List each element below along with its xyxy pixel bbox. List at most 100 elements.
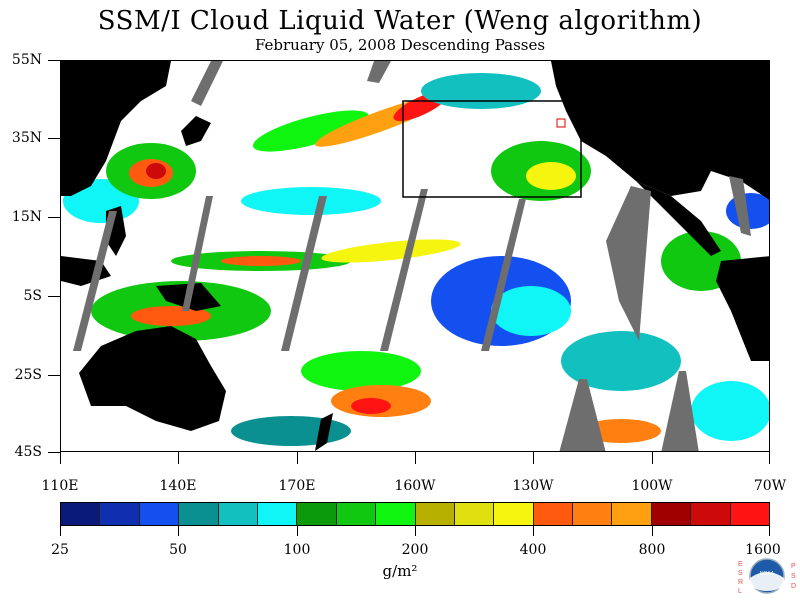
- cloud-patch: [561, 331, 681, 391]
- logo-letter: S: [738, 570, 743, 577]
- australia-landmass: [79, 326, 226, 431]
- cloud-patch: [421, 73, 541, 109]
- cloud-patch: [301, 351, 421, 391]
- south-america-landmass: [716, 256, 769, 361]
- lat-tick: [48, 138, 60, 139]
- region-box: [402, 100, 582, 198]
- lon-label: 160W: [394, 478, 436, 494]
- colorbar-swatch: [454, 503, 495, 525]
- colorbar-tick: [60, 526, 61, 536]
- colorbar-label: 400: [519, 542, 547, 558]
- cloud-patch: [321, 239, 461, 263]
- colorbar-tick: [533, 526, 534, 536]
- cloud-patch: [252, 110, 370, 152]
- map-panel: [60, 60, 770, 452]
- colorbar-swatch: [376, 503, 416, 525]
- colorbar-swatch: [533, 503, 574, 525]
- lon-tick: [415, 452, 416, 464]
- colorbar-swatch: [573, 503, 613, 525]
- lat-tick: [48, 60, 60, 61]
- lat-label: 45S: [14, 444, 42, 460]
- lat-label: 5S: [23, 288, 43, 304]
- cloud-patch: [351, 398, 391, 414]
- lon-tick: [297, 452, 298, 464]
- swath-gap: [191, 61, 223, 106]
- logo-letter: D: [791, 583, 796, 590]
- lat-tick: [48, 452, 60, 453]
- swath-gap: [73, 211, 117, 351]
- swath-gap: [729, 176, 751, 236]
- noaa-logo: E S R L NOAA P S D: [736, 556, 798, 598]
- lon-label: 130W: [512, 478, 554, 494]
- cloud-patch: [131, 306, 211, 326]
- colorbar-label: 800: [638, 542, 666, 558]
- swath-gap: [367, 61, 391, 83]
- land: [61, 61, 769, 451]
- colorbar-swatch: [257, 503, 298, 525]
- noaa-emblem-wave: [750, 572, 784, 591]
- lon-label: 70W: [753, 478, 787, 494]
- logo-letter: L: [738, 588, 742, 595]
- colorbar-label: 50: [169, 542, 187, 558]
- colorbar: [60, 502, 770, 526]
- colorbar-label: 100: [283, 542, 311, 558]
- colorbar-swatch: [612, 503, 652, 525]
- lat-label: 55N: [11, 52, 42, 68]
- lon-tick: [533, 452, 534, 464]
- esrl-letters: E S R L: [738, 561, 743, 595]
- region-marker: [556, 118, 566, 128]
- colorbar-tick: [415, 526, 416, 536]
- swath-gap: [380, 189, 428, 351]
- colorbar-tick: [769, 526, 770, 536]
- cloud-patch: [231, 416, 351, 446]
- cloud-patch: [691, 381, 769, 441]
- colorbar-swatch: [179, 503, 219, 525]
- swath-gap: [661, 371, 699, 451]
- lon-tick: [60, 452, 61, 464]
- colorbar-swatch: [218, 503, 258, 525]
- cloud-patch: [491, 286, 571, 336]
- lat-label: 25S: [14, 367, 42, 383]
- cloud-patch: [146, 163, 166, 179]
- colorbar-tick: [297, 526, 298, 536]
- psd-letters: P S D: [791, 563, 796, 590]
- colorbar-swatch: [297, 503, 337, 525]
- north-america-landmass: [551, 61, 769, 200]
- asia-landmass: [61, 61, 171, 196]
- colorbar-swatch: [61, 503, 101, 525]
- colorbar-label: 200: [401, 542, 429, 558]
- lon-label: 110E: [41, 478, 79, 494]
- colorbar-swatch: [100, 503, 140, 525]
- colorbar-swatch: [494, 503, 534, 525]
- units-label: g/m²: [382, 562, 418, 580]
- colorbar-label: 1600: [745, 542, 781, 558]
- swath-gap: [606, 186, 651, 341]
- colorbar-tick: [178, 526, 179, 536]
- map-subtitle: February 05, 2008 Descending Passes: [254, 36, 546, 54]
- lon-label: 170E: [278, 478, 316, 494]
- swath-gap: [182, 196, 213, 311]
- colorbar-swatch: [336, 503, 377, 525]
- colorbar-swatch: [139, 503, 180, 525]
- cloud-patch: [221, 256, 301, 266]
- cloud-field: [63, 73, 769, 446]
- central-america-landmass: [636, 181, 721, 256]
- noaa-emblem-text: NOAA: [760, 571, 775, 577]
- map-svg: [61, 61, 769, 451]
- lat-tick: [48, 296, 60, 297]
- colorbar-swatch: [730, 503, 770, 525]
- lon-label: 140E: [159, 478, 197, 494]
- lat-tick: [48, 375, 60, 376]
- lat-label: 35N: [11, 130, 42, 146]
- new-zealand-landmass: [315, 413, 333, 451]
- lat-tick: [48, 217, 60, 218]
- cloud-patch: [241, 187, 381, 215]
- lon-label: 100W: [631, 478, 673, 494]
- lat-label: 15N: [11, 209, 42, 225]
- colorbar-swatch: [415, 503, 455, 525]
- swath-gap: [281, 196, 327, 351]
- swath-gap: [559, 379, 606, 451]
- colorbar-swatch: [651, 503, 692, 525]
- logo-letter: E: [738, 561, 743, 568]
- lon-tick: [652, 452, 653, 464]
